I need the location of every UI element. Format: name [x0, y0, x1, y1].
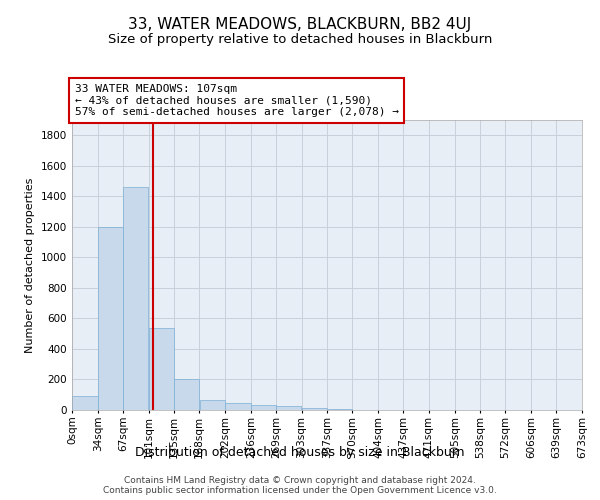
Bar [302, 408, 327, 410]
Bar [98, 227, 122, 410]
Text: 33 WATER MEADOWS: 107sqm
← 43% of detached houses are smaller (1,590)
57% of sem: 33 WATER MEADOWS: 107sqm ← 43% of detach… [74, 84, 398, 117]
Bar [175, 378, 199, 410]
Bar [149, 328, 174, 410]
Bar [72, 396, 98, 410]
Text: 33, WATER MEADOWS, BLACKBURN, BB2 4UJ: 33, WATER MEADOWS, BLACKBURN, BB2 4UJ [128, 18, 472, 32]
Text: Contains HM Land Registry data © Crown copyright and database right 2024.
Contai: Contains HM Land Registry data © Crown c… [103, 476, 497, 495]
Bar [123, 187, 148, 410]
Bar [251, 406, 275, 410]
Bar [328, 409, 352, 410]
Bar [225, 403, 251, 410]
Bar [199, 400, 225, 410]
Y-axis label: Number of detached properties: Number of detached properties [25, 178, 35, 352]
Text: Distribution of detached houses by size in Blackburn: Distribution of detached houses by size … [135, 446, 465, 459]
Bar [276, 406, 301, 410]
Text: Size of property relative to detached houses in Blackburn: Size of property relative to detached ho… [108, 32, 492, 46]
